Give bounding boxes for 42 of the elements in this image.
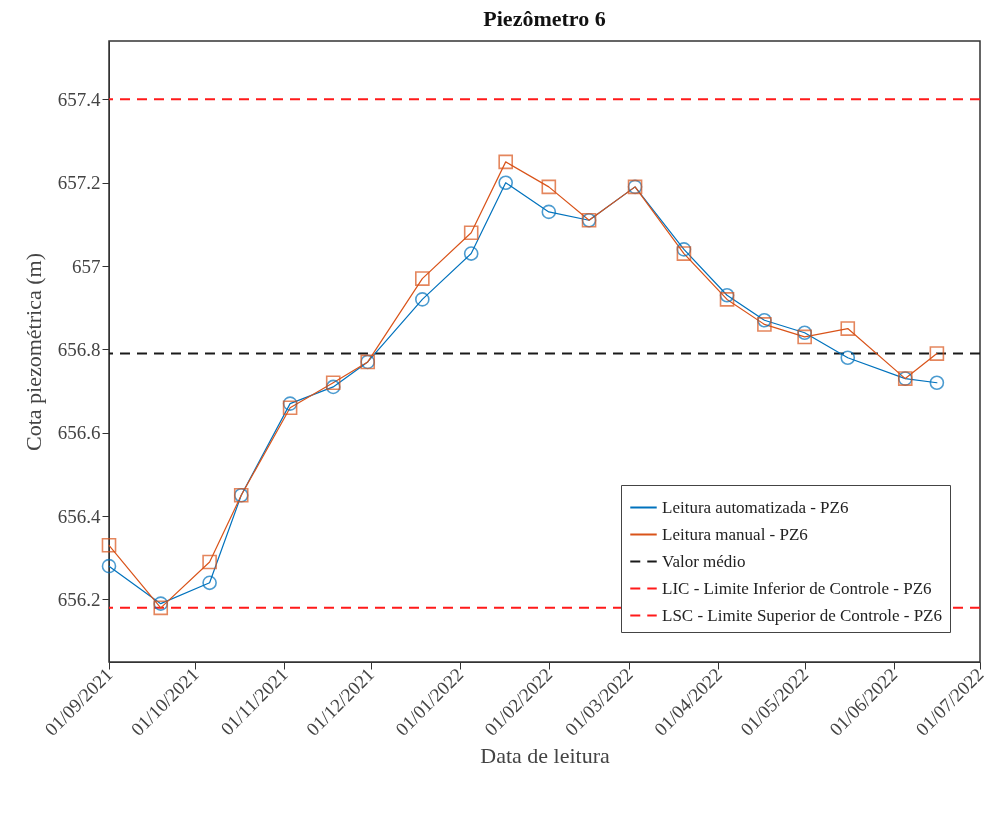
point	[840, 350, 856, 366]
point	[202, 554, 217, 570]
point	[929, 375, 945, 391]
point	[541, 179, 557, 195]
legend-label: LSC - Limite Superior de Controle - PZ6	[662, 605, 942, 625]
legend-label: LIC - Limite Inferior de Controle - PZ6	[662, 578, 932, 598]
point	[676, 246, 692, 261]
point	[101, 558, 117, 574]
point	[757, 317, 772, 332]
point	[463, 246, 479, 261]
point	[282, 396, 298, 411]
point	[415, 292, 430, 307]
chart-title: Piezômetro 6	[483, 6, 606, 31]
point	[325, 379, 341, 395]
y-tick-label: 656.8	[57, 338, 101, 360]
y-tick-label: 657	[72, 255, 101, 277]
y-tick-label: 657.2	[57, 172, 101, 194]
point	[415, 271, 430, 286]
y-tick-label: 656.4	[57, 505, 101, 527]
point	[498, 175, 514, 191]
point	[541, 204, 557, 220]
y-axis-title: Cota piezométrica (m)	[20, 253, 46, 451]
point	[719, 292, 735, 307]
x-axis-title: Data de leitura	[480, 742, 610, 768]
point	[498, 154, 514, 170]
y-tick-label: 656.6	[57, 422, 101, 444]
y-tick-label: 656.2	[57, 588, 101, 610]
point	[719, 287, 735, 303]
point	[202, 575, 217, 591]
legend-label: Leitura manual - PZ6	[662, 524, 808, 544]
point	[153, 600, 169, 616]
point	[676, 242, 692, 257]
point	[101, 537, 117, 553]
point	[463, 225, 479, 241]
point	[840, 321, 856, 336]
y-tick-label: 657.4	[57, 88, 101, 110]
point	[282, 400, 298, 416]
legend-label: Leitura automatizada - PZ6	[662, 497, 849, 517]
point	[929, 346, 945, 361]
point	[325, 375, 341, 391]
point	[797, 329, 812, 345]
legend-label: Valor médio	[662, 551, 746, 571]
